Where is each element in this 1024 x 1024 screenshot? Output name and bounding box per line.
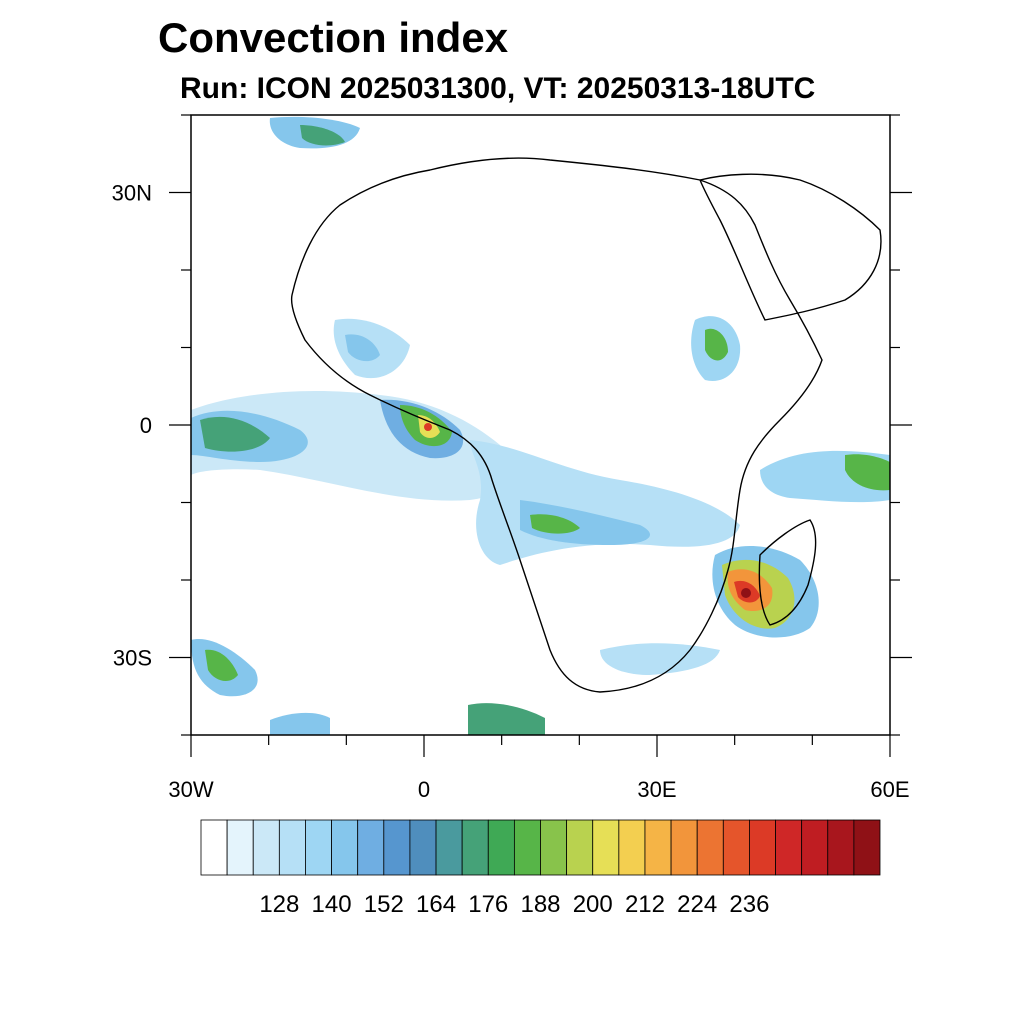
map-ticks — [169, 114, 912, 757]
colorbar-label: 164 — [416, 891, 456, 918]
colorbar-swatch — [357, 819, 385, 876]
colorbar-swatch — [644, 819, 672, 876]
colorbar-swatch — [513, 819, 541, 876]
colorbar-swatch — [775, 819, 803, 876]
colorbar-swatch — [566, 819, 594, 876]
colorbar-label: 140 — [312, 891, 352, 918]
colorbar-swatch — [383, 819, 411, 876]
page-title: Convection index — [158, 14, 509, 61]
lat-tick-label: 0 — [140, 413, 152, 438]
colorbar-labels: 128 140 152 164 176 188 200 212 224 236 — [259, 891, 769, 918]
colorbar-label: 212 — [625, 891, 665, 918]
colorbar-swatch — [200, 819, 228, 876]
colorbar-swatch — [618, 819, 646, 876]
colorbar-label: 200 — [573, 891, 613, 918]
lon-tick-label: 0 — [418, 777, 430, 802]
lon-tick-label: 30E — [637, 777, 676, 802]
colorbar-swatch — [801, 819, 829, 876]
colorbar — [200, 819, 881, 876]
colorbar-swatch — [696, 819, 724, 876]
colorbar-swatch — [827, 819, 855, 876]
lat-tick-label: 30N — [112, 181, 152, 206]
colorbar-swatch — [540, 819, 568, 876]
colorbar-swatch — [305, 819, 332, 876]
colorbar-swatch — [252, 819, 280, 876]
colorbar-swatch — [461, 819, 489, 876]
colorbar-swatch — [749, 819, 776, 876]
colorbar-label: 128 — [259, 891, 299, 918]
coastlines — [290, 157, 882, 693]
colorbar-label: 188 — [520, 891, 560, 918]
colorbar-swatch — [722, 819, 750, 876]
run-subtitle: Run: ICON 2025031300, VT: 20250313-18UTC — [180, 72, 816, 105]
colorbar-label: 224 — [677, 891, 717, 918]
colorbar-swatch — [853, 819, 881, 876]
colorbar-swatch — [409, 819, 437, 876]
convection-field — [191, 116, 890, 735]
colorbar-swatch — [670, 819, 698, 876]
colorbar-label: 176 — [468, 891, 508, 918]
map-tick-labels: 30W 0 30E 60E 30N 0 30S — [112, 181, 910, 803]
colorbar-swatch — [226, 819, 254, 876]
colorbar-swatch — [592, 819, 620, 876]
colorbar-label: 152 — [364, 891, 404, 918]
lat-tick-label: 30S — [113, 646, 152, 671]
colorbar-swatch — [331, 819, 359, 876]
lon-tick-label: 30W — [168, 777, 213, 802]
colorbar-label: 236 — [729, 891, 769, 918]
colorbar-swatch — [278, 819, 306, 876]
lon-tick-label: 60E — [870, 777, 909, 802]
colorbar-swatch — [487, 819, 515, 876]
colorbar-swatch — [435, 819, 463, 876]
